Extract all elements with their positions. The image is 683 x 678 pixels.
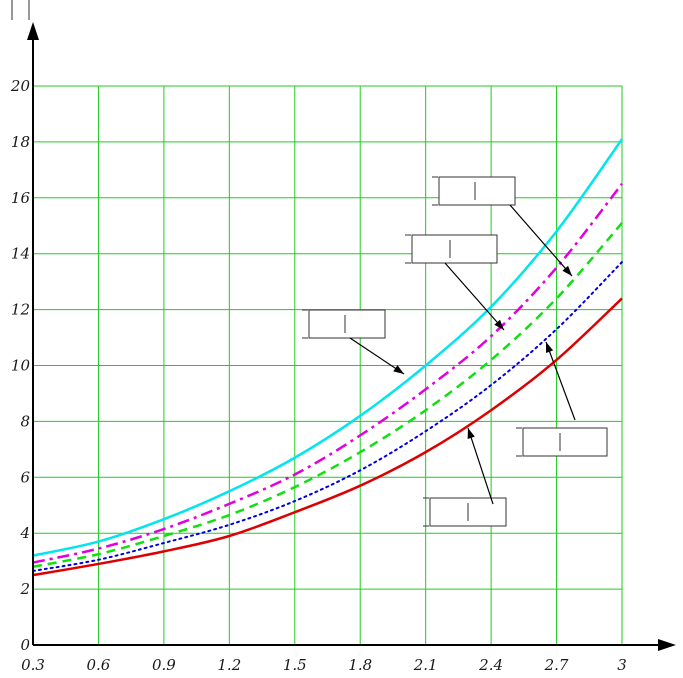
callout-arrowhead — [494, 319, 504, 330]
series-line-2 — [32, 183, 623, 564]
y-tick-label: 16 — [11, 189, 31, 207]
y-tick-label: 14 — [11, 245, 30, 263]
grid — [32, 85, 623, 646]
x-tick-label: 2.1 — [413, 656, 438, 674]
y-tick-label: 8 — [20, 412, 30, 430]
x-tick-label: 3 — [617, 656, 627, 674]
series-line-4 — [32, 261, 623, 572]
series-layer — [32, 138, 624, 577]
callout-leader — [349, 337, 405, 375]
x-tick-label: 2.7 — [544, 656, 569, 674]
y-tick-label: 4 — [19, 524, 30, 542]
x-tick-label: 0.3 — [21, 656, 45, 674]
series-line-3 — [32, 222, 623, 568]
callout-arrowhead — [562, 265, 572, 276]
callout-leader — [545, 341, 576, 421]
series-line-5 — [32, 297, 623, 577]
y-tick-label: 20 — [10, 77, 31, 95]
callout-leader — [467, 427, 494, 505]
x-tick-label: 1.8 — [348, 656, 372, 674]
x-tick-labels: 0.3 0.6 0.9 1.2 1.5 1.8 2.1 2.4 2.7 3 — [21, 656, 627, 674]
x-tick-label: 0.6 — [87, 656, 111, 674]
callout-4 — [516, 341, 608, 457]
axes — [27, 22, 676, 651]
callout-arrowhead — [467, 428, 475, 439]
series-line-1 — [32, 138, 624, 557]
callout-box — [308, 309, 386, 339]
y-tick-label: 6 — [20, 468, 30, 486]
y-tick-label: 18 — [11, 133, 30, 151]
y-tick-labels: 0 2 4 6 8 10 12 14 16 18 20 — [10, 77, 31, 654]
callout-1 — [432, 176, 573, 277]
x-axis-arrow — [658, 639, 676, 651]
y-tick-label: 0 — [20, 636, 30, 654]
callouts — [302, 176, 608, 527]
x-tick-label: 1.2 — [217, 656, 241, 674]
callout-arrowhead — [546, 342, 554, 353]
callout-2 — [405, 234, 505, 331]
x-tick-label: 2.4 — [478, 656, 503, 674]
callout-box — [438, 176, 516, 206]
y-tick-label: 2 — [19, 580, 30, 598]
header-marks — [11, 0, 30, 20]
y-tick-label: 10 — [11, 357, 31, 375]
callout-5 — [423, 427, 507, 527]
callout-arrowhead — [393, 365, 404, 374]
y-tick-label: 12 — [11, 301, 30, 319]
callout-leader — [509, 204, 573, 277]
callout-box — [411, 234, 498, 264]
callout-box — [522, 427, 608, 457]
y-axis-arrow — [27, 22, 39, 40]
x-tick-label: 0.9 — [152, 656, 176, 674]
callout-leader — [444, 262, 505, 331]
callout-3 — [302, 309, 405, 375]
x-tick-label: 1.5 — [283, 656, 307, 674]
